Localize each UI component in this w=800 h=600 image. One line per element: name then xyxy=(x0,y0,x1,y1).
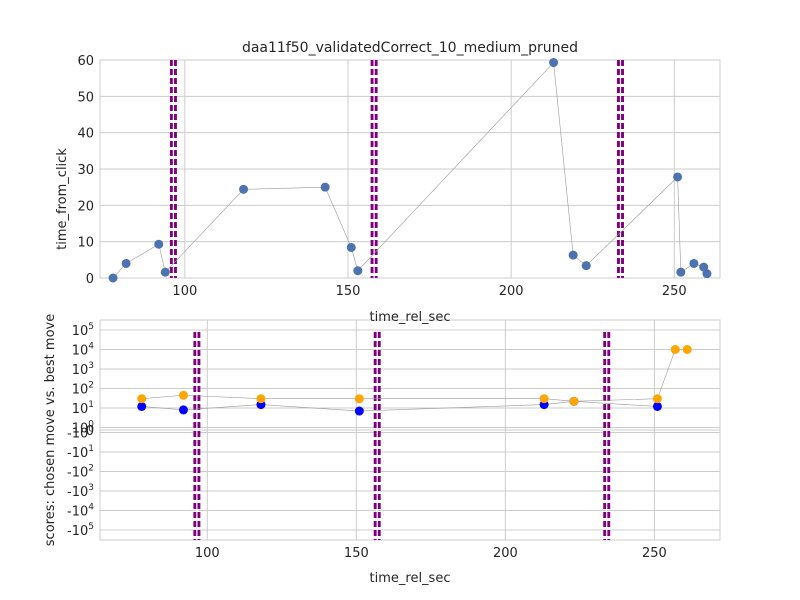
y-tick-label: -103 xyxy=(67,483,94,500)
data-point xyxy=(178,390,188,400)
y-tick-label: 100 xyxy=(72,420,95,437)
y-tick-label: 10 xyxy=(77,236,94,251)
bottom-x-axis-label: time_rel_sec xyxy=(370,571,451,586)
data-point xyxy=(539,394,549,404)
x-tick-label: 200 xyxy=(493,546,518,561)
y-tick-label: -100 xyxy=(67,425,94,442)
x-tick-label: 250 xyxy=(642,546,667,561)
data-point xyxy=(682,345,692,354)
y-tick-label: 30 xyxy=(77,163,94,178)
data-point xyxy=(239,184,249,194)
chart-title: daa11f50_validatedCorrect_10_medium_prun… xyxy=(242,40,578,56)
x-tick-label: 100 xyxy=(195,546,220,561)
x-tick-label: 200 xyxy=(499,284,524,299)
top-y-axis-label: time_from_click xyxy=(55,148,70,250)
data-point xyxy=(354,406,364,416)
y-tick-label: 103 xyxy=(72,361,94,378)
y-tick-label: 50 xyxy=(77,90,94,105)
y-tick-label: -101 xyxy=(67,444,94,461)
data-point xyxy=(689,258,699,268)
data-point xyxy=(652,401,662,411)
y-tick-label: 102 xyxy=(72,381,94,398)
data-point xyxy=(137,401,147,411)
y-tick-label: 0 xyxy=(86,272,94,287)
y-tick-label: 104 xyxy=(72,342,95,359)
y-tick-label: -102 xyxy=(67,464,94,481)
y-tick-label: -105 xyxy=(67,522,94,539)
data-point xyxy=(154,239,164,249)
y-tick-label: 105 xyxy=(72,322,94,339)
data-point xyxy=(549,58,559,68)
x-tick-label: 150 xyxy=(344,546,369,561)
top-x-axis-label: time_rel_sec xyxy=(370,310,451,325)
data-point xyxy=(673,172,683,182)
data-point xyxy=(256,394,266,404)
series-line xyxy=(112,61,708,279)
y-tick-label: 101 xyxy=(72,400,94,417)
data-point xyxy=(108,273,118,283)
data-point xyxy=(702,269,712,279)
y-tick-label: 40 xyxy=(77,127,94,142)
data-point xyxy=(160,267,170,277)
data-point xyxy=(178,405,188,415)
y-tick-label: 0 xyxy=(86,424,94,439)
top-plot: 0 10 20 30 40 50 60 100 150 200 250 xyxy=(77,54,721,299)
data-point xyxy=(346,242,356,252)
data-point xyxy=(320,182,330,192)
data-point xyxy=(581,261,591,271)
data-point xyxy=(137,394,147,404)
y-tick-label: -104 xyxy=(67,503,94,520)
data-point xyxy=(676,267,686,277)
data-point xyxy=(568,250,578,260)
bottom-y-axis-label: scores: chosen move vs. best move xyxy=(43,314,58,546)
y-tick-label: 20 xyxy=(77,199,94,214)
data-point xyxy=(121,258,131,268)
data-point xyxy=(354,394,364,404)
data-point xyxy=(652,394,662,404)
data-point xyxy=(353,266,363,276)
y-tick-label: 60 xyxy=(77,54,94,69)
data-point xyxy=(569,396,579,406)
bottom-plot: 1051041031021011000-100-101-102-103-104-… xyxy=(67,319,721,561)
x-tick-label: 150 xyxy=(336,284,361,299)
data-point xyxy=(670,345,680,354)
x-tick-label: 250 xyxy=(662,284,687,299)
x-tick-label: 100 xyxy=(172,284,197,299)
